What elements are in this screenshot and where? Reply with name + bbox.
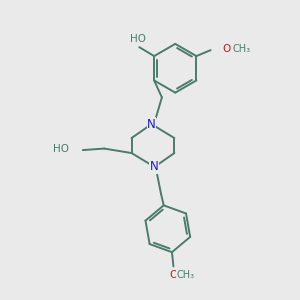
Text: HO: HO [130,34,146,44]
Text: CH₃: CH₃ [233,44,251,54]
Text: N: N [150,160,159,173]
Text: HO: HO [53,144,70,154]
Text: N: N [147,118,156,130]
Text: O: O [169,270,178,280]
Text: O: O [222,44,230,54]
Text: CH₃: CH₃ [177,270,195,280]
